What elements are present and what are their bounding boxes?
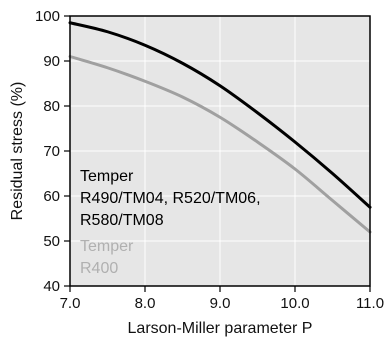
annotation-gray-line-1: Temper	[80, 238, 134, 255]
y-tick-label: 50	[43, 233, 60, 250]
y-tick-label: 40	[43, 278, 60, 295]
x-tick-label: 9.0	[210, 295, 231, 312]
annotation-gray-line-2: R400	[80, 260, 118, 277]
tick-labels: 7.0 8.0 9.0 10.0 11.0 40 50 60 70 80 90 100	[35, 8, 384, 312]
y-tick-label: 80	[43, 98, 60, 115]
y-tick-label: 90	[43, 53, 60, 70]
y-axis-title: Residual stress (%)	[9, 82, 26, 221]
annotation-black-line-3: R580/TM08	[80, 212, 164, 229]
x-tick-label: 11.0	[356, 295, 384, 312]
grid	[70, 16, 370, 286]
ticks	[64, 15, 371, 292]
y-tick-label: 100	[35, 8, 60, 25]
annotation-black-line-1: Temper	[80, 168, 134, 185]
annotation-gray: Temper R400	[80, 238, 134, 277]
annotation-black-line-2: R490/TM04, R520/TM06,	[80, 190, 261, 207]
x-tick-label: 7.0	[60, 295, 81, 312]
x-axis-title: Larson-Miller parameter P	[128, 320, 313, 337]
x-tick-label: 8.0	[135, 295, 156, 312]
series-line-1	[68, 21, 372, 209]
series-layer	[68, 21, 372, 234]
annotation-black: Temper R490/TM04, R520/TM06, R580/TM08	[80, 168, 261, 229]
series-line-2	[68, 55, 372, 234]
y-tick-label: 60	[43, 188, 60, 205]
x-tick-label: 10.0	[280, 295, 309, 312]
y-tick-label: 70	[43, 143, 60, 160]
